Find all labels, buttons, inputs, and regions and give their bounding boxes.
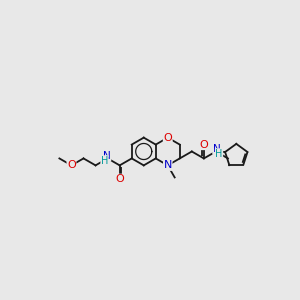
Text: O: O xyxy=(164,133,172,142)
Text: N: N xyxy=(164,160,172,170)
Text: N: N xyxy=(213,144,220,154)
Text: O: O xyxy=(67,160,76,170)
Text: H: H xyxy=(101,156,108,166)
Text: O: O xyxy=(200,140,208,150)
Text: N: N xyxy=(103,151,111,161)
Text: O: O xyxy=(115,174,124,184)
Text: H: H xyxy=(215,149,223,159)
